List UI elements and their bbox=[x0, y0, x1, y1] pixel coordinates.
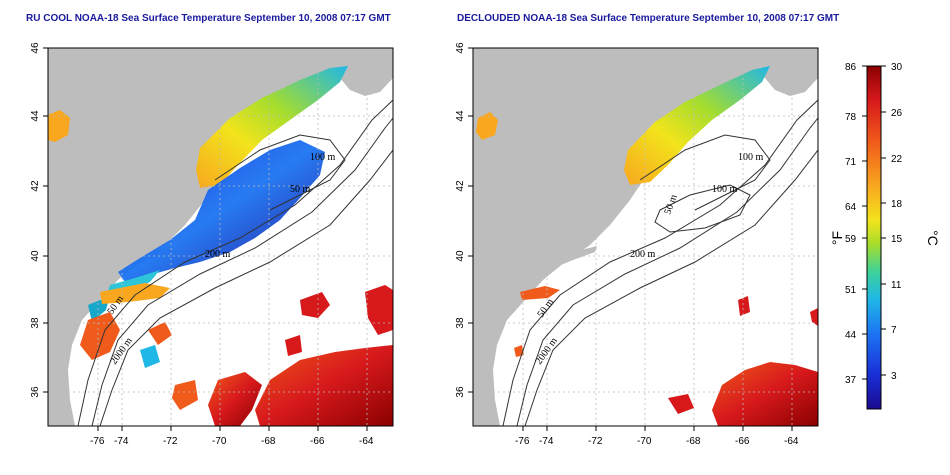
colorbar-unit-celsius: °C bbox=[925, 230, 941, 246]
right-lat-axis bbox=[468, 47, 473, 393]
right-sst-shelf-band bbox=[520, 286, 560, 300]
left-lat-tick-46: 46 bbox=[30, 42, 41, 54]
left-lat-tick-44: 44 bbox=[30, 110, 41, 122]
colorbar: 86 78 71 64 59 51 44 37 30 26 22 18 15 1… bbox=[829, 62, 941, 410]
right-lon-tick-64: -64 bbox=[784, 436, 799, 447]
colorbar-f-tick-64: 64 bbox=[845, 202, 857, 213]
colorbar-c-tick-26: 26 bbox=[891, 108, 903, 119]
left-sst-scatter-2 bbox=[140, 345, 160, 368]
left-lon-tick-76: -76 bbox=[90, 436, 105, 447]
colorbar-c-tick-22: 22 bbox=[891, 154, 903, 165]
left-sst-warm-band bbox=[100, 283, 170, 304]
colorbar-f-tick-37: 37 bbox=[845, 375, 857, 386]
left-sst-nw-patch bbox=[48, 110, 70, 142]
right-lon-tick-76: -76 bbox=[515, 436, 530, 447]
right-land-nova-scotia bbox=[725, 48, 818, 96]
left-sst-scatter-4 bbox=[172, 380, 198, 410]
left-sst-warm-east bbox=[365, 285, 393, 335]
left-sst-shelf-cold bbox=[118, 140, 325, 282]
left-lat-tick-36: 36 bbox=[30, 386, 41, 398]
colorbar-c-tick-18: 18 bbox=[891, 199, 903, 210]
right-lat-tick-36: 36 bbox=[455, 386, 466, 398]
left-lon-tick-72: -72 bbox=[163, 436, 178, 447]
colorbar-ramp bbox=[866, 65, 882, 410]
left-lon-tick-68: -68 bbox=[261, 436, 276, 447]
colorbar-f-tick-71: 71 bbox=[845, 157, 857, 168]
right-map-title: DECLOUDED NOAA-18 Sea Surface Temperatur… bbox=[457, 13, 840, 24]
left-lat-axis bbox=[43, 47, 48, 393]
right-sst-warm-edge bbox=[810, 308, 818, 326]
right-contour-label-100m-south: 100 m bbox=[712, 184, 738, 195]
right-lat-tick-42: 42 bbox=[455, 180, 466, 192]
left-sst-warm-south bbox=[208, 372, 262, 426]
left-lat-tick-42: 42 bbox=[30, 180, 41, 192]
left-lat-tick-40: 40 bbox=[30, 250, 41, 262]
right-lon-tick-66: -66 bbox=[735, 436, 750, 447]
colorbar-c-tick-7: 7 bbox=[891, 325, 897, 336]
right-land-long-island bbox=[533, 246, 597, 275]
colorbar-f-ticks bbox=[862, 65, 867, 380]
colorbar-c-tick-15: 15 bbox=[891, 234, 903, 245]
left-contour-label-50m-north: 50 m bbox=[290, 184, 311, 195]
right-map-panel: 100 m 100 m 50 m 200 m 50 m 2000 m -76 -… bbox=[455, 42, 819, 447]
right-sst-warm-south bbox=[668, 394, 694, 414]
right-land-mainland bbox=[473, 48, 770, 426]
right-bathymetry-contours bbox=[502, 99, 818, 426]
colorbar-unit-fahrenheit: °F bbox=[829, 231, 845, 245]
right-lon-tick-72: -72 bbox=[588, 436, 603, 447]
right-lon-tick-74: -74 bbox=[539, 436, 554, 447]
left-bathymetry-contours bbox=[77, 99, 393, 426]
colorbar-f-tick-78: 78 bbox=[845, 112, 857, 123]
left-sst-warm-southeast bbox=[255, 345, 393, 426]
left-lon-tick-64: -64 bbox=[359, 436, 374, 447]
right-lat-tick-40: 40 bbox=[455, 250, 466, 262]
left-contour-label-100m: 100 m bbox=[310, 152, 336, 163]
right-lon-tick-68: -68 bbox=[686, 436, 701, 447]
colorbar-c-tick-3: 3 bbox=[891, 371, 897, 382]
right-contour-label-200m: 200 m bbox=[630, 249, 656, 260]
left-lon-tick-66: -66 bbox=[310, 436, 325, 447]
colorbar-c-tick-30: 30 bbox=[891, 62, 903, 73]
colorbar-c-tick-11: 11 bbox=[891, 280, 902, 291]
left-sst-gulf-of-maine bbox=[196, 66, 348, 188]
colorbar-c-ticks bbox=[881, 65, 886, 376]
left-sst-scatter-1 bbox=[148, 322, 172, 345]
left-map-grid bbox=[48, 48, 393, 426]
right-sst-gulf-of-maine bbox=[624, 66, 770, 185]
left-lon-tick-70: -70 bbox=[212, 436, 227, 447]
left-contour-label-200m: 200 m bbox=[205, 249, 231, 260]
right-sst-warm-southeast bbox=[712, 362, 818, 426]
left-land-mainland bbox=[48, 48, 345, 426]
right-sst-warm-east bbox=[738, 296, 750, 316]
colorbar-f-tick-86: 86 bbox=[845, 62, 857, 73]
right-sst-nw-patch bbox=[476, 112, 498, 140]
right-lon-axis bbox=[522, 426, 793, 431]
colorbar-f-tick-59: 59 bbox=[845, 234, 857, 245]
left-land-nova-scotia bbox=[300, 48, 393, 96]
left-map-title: RU COOL NOAA-18 Sea Surface Temperature … bbox=[26, 13, 391, 24]
colorbar-f-tick-51: 51 bbox=[845, 285, 857, 296]
left-lon-tick-74: -74 bbox=[114, 436, 129, 447]
left-lat-tick-38: 38 bbox=[30, 317, 41, 329]
right-lat-tick-44: 44 bbox=[455, 110, 466, 122]
left-lon-axis bbox=[97, 426, 368, 431]
colorbar-f-tick-44: 44 bbox=[845, 330, 857, 341]
right-lon-tick-70: -70 bbox=[637, 436, 652, 447]
right-lat-tick-46: 46 bbox=[455, 42, 466, 54]
left-map-panel: 100 m 50 m 200 m 50 m 2000 m -76 -74 -72… bbox=[30, 42, 394, 447]
left-sst-scatter-3 bbox=[285, 335, 302, 356]
right-map-grid bbox=[473, 48, 818, 426]
left-sst-warm-mid bbox=[300, 292, 330, 318]
right-lat-tick-38: 38 bbox=[455, 317, 466, 329]
right-contour-label-100m-north: 100 m bbox=[738, 152, 764, 163]
